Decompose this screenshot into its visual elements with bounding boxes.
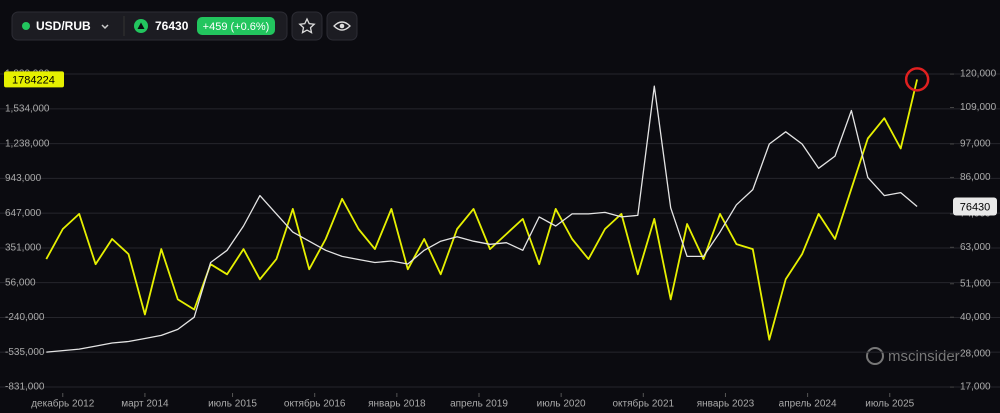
y2-tick-label: 17,000	[960, 382, 991, 393]
y2-tick-label: 28,000	[960, 348, 991, 359]
last-value-label: 1784224	[12, 74, 55, 86]
price: 76430	[155, 19, 189, 33]
x-tick-label: октябрь 2021	[613, 398, 675, 410]
series-line	[45, 79, 918, 341]
logo	[866, 347, 884, 365]
x-tick-label: март 2014	[121, 399, 169, 410]
change: +459 (+0.6%)	[203, 21, 270, 33]
star-icon	[298, 17, 316, 34]
up-arrow	[137, 22, 145, 29]
y-tick-label: 1,238,000	[5, 138, 50, 149]
dropdown-icon[interactable]	[101, 24, 109, 30]
y-tick-label: 56,000	[5, 277, 36, 288]
star-button[interactable]	[291, 11, 323, 41]
status-dot	[22, 22, 30, 30]
x-tick-label: октябрь 2016	[284, 398, 346, 410]
y2-tick-label: 109,000	[960, 102, 997, 113]
x-tick-label: апрель 2024	[779, 399, 837, 410]
x-tick-label: январь 2023	[697, 399, 755, 410]
highlight-ring	[904, 67, 930, 92]
y-tick-label: -831,000	[5, 382, 45, 393]
x-tick-label: июль 2020	[537, 399, 586, 410]
y2-tick-label: 40,000	[960, 312, 991, 323]
y2-tick-label: 86,000	[960, 172, 991, 183]
last-value-label: 76430	[960, 201, 991, 213]
x-tick-label: июль 2015	[208, 399, 257, 410]
symbol[interactable]: USD/RUB	[36, 19, 91, 33]
change-badge	[197, 17, 275, 35]
last-value-tag	[953, 197, 997, 216]
x-tick-label: июль 2025	[865, 399, 914, 410]
y-tick-label: 351,000	[5, 243, 42, 254]
y-tick-label: -240,000	[5, 312, 45, 323]
y-tick-label: 943,000	[5, 173, 42, 184]
y-tick-label: 1,534,000	[5, 103, 50, 114]
eye-pupil	[339, 23, 345, 29]
y2-tick-label: 51,000	[960, 278, 991, 289]
watermark: mscinsider	[888, 348, 960, 365]
y2-tick-label: 63,000	[960, 242, 991, 253]
y-tick-label: -535,000	[5, 347, 45, 358]
x-tick-label: апрель 2019	[450, 399, 508, 410]
series-line	[46, 85, 918, 353]
x-tick-label: декабрь 2012	[31, 398, 95, 410]
eye-icon	[333, 21, 351, 31]
y2-tick-label: 97,000	[960, 139, 991, 150]
last-value-tag	[4, 71, 64, 88]
y2-tick-label: 120,000	[960, 69, 997, 80]
y-tick-label: 647,000	[5, 208, 42, 219]
x-tick-label: январь 2018	[368, 399, 426, 410]
